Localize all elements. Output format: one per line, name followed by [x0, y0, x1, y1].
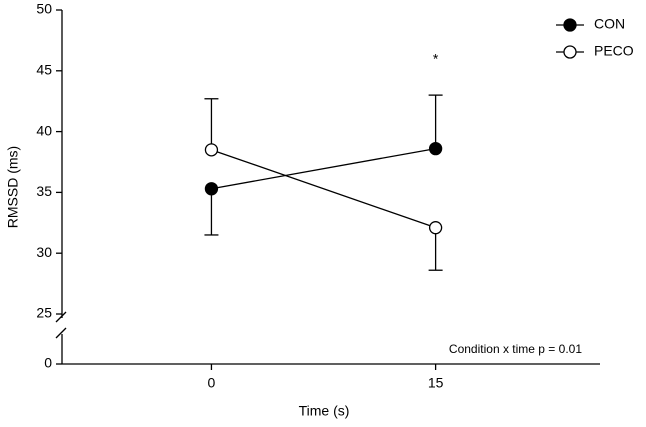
marker	[204, 182, 219, 196]
annotation: Condition x time p = 0.01	[449, 342, 582, 356]
y-axis-label: RMSSD (ms)	[5, 146, 21, 228]
x-axis-label: Time (s)	[299, 403, 350, 419]
x-tick-label: 15	[428, 375, 444, 391]
marker	[428, 221, 443, 235]
axis-break	[55, 327, 67, 339]
legend-label: PECO	[594, 43, 634, 59]
legend-marker	[563, 18, 577, 32]
legend-label: CON	[594, 16, 625, 32]
series-line	[211, 147, 436, 190]
y-tick-label: 40	[36, 122, 52, 138]
y-tick-label: 30	[36, 244, 52, 260]
y-tick-label: 50	[36, 1, 52, 17]
y-tick-label: 0	[44, 355, 52, 371]
legend-marker	[563, 45, 577, 59]
y-tick-label: 25	[36, 305, 52, 321]
marker	[204, 143, 219, 157]
x-tick-label: 0	[208, 375, 216, 391]
marker	[428, 141, 443, 156]
y-tick-label: 35	[36, 183, 52, 199]
series-line	[211, 149, 436, 229]
y-tick-label: 45	[36, 62, 52, 78]
annotation: *	[433, 51, 439, 67]
axis-break	[55, 311, 67, 323]
